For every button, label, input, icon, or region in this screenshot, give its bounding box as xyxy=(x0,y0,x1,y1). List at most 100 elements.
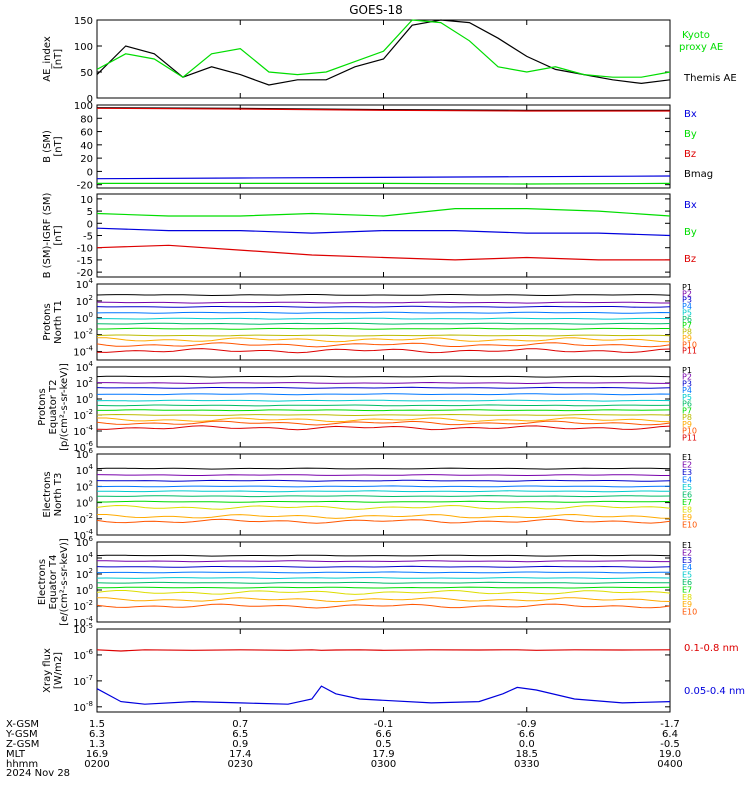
y-tick-label: 102 xyxy=(76,376,93,390)
legend-entry: P11 xyxy=(682,347,697,356)
x-row-value: 0300 xyxy=(371,759,396,770)
channel-line-e7 xyxy=(97,586,671,589)
legend-entry: P9 xyxy=(682,420,692,429)
x-row-label: Y-GSM xyxy=(5,729,38,740)
y-axis-label: B (SM) xyxy=(42,130,53,163)
channel-line-p5 xyxy=(96,399,671,402)
legend-entry: Kyoto xyxy=(682,30,710,41)
legend-entry: E8 xyxy=(682,593,692,602)
y-axis-label: AE_index xyxy=(42,36,53,82)
channel-line-e1 xyxy=(96,554,671,557)
legend-entry: P10 xyxy=(682,340,697,349)
y-axis-label: North T3 xyxy=(53,473,64,517)
legend-entry: P10 xyxy=(682,427,697,436)
legend-entry: E7 xyxy=(682,498,692,507)
y-tick-label: 5 xyxy=(87,207,93,218)
y-axis-label: B (SM)-IGRF (SM) xyxy=(42,193,53,279)
channel-line-p8 xyxy=(96,334,671,337)
channel-line-p10 xyxy=(96,342,671,348)
channel-line-e5 xyxy=(96,490,671,493)
y-tick-label: 10-2 xyxy=(73,328,93,342)
series-line-bz xyxy=(96,244,670,261)
y-tick-label: 102 xyxy=(76,567,93,581)
x-row-value: 18.5 xyxy=(516,749,538,760)
channel-line-e9 xyxy=(97,597,671,603)
y-axis-label: Xray flux xyxy=(42,648,53,693)
channel-line-e6 xyxy=(96,495,671,498)
x-row-value: 17.9 xyxy=(372,749,394,760)
y-tick-label: 102 xyxy=(76,294,93,308)
channel-line-p1 xyxy=(96,293,671,297)
y-tick-label: 100 xyxy=(74,42,93,53)
legend-entry: P11 xyxy=(682,433,697,442)
y-axis-label: North T1 xyxy=(53,300,64,344)
legend-entry: Bx xyxy=(684,200,697,211)
y-tick-label: 40 xyxy=(80,141,93,152)
y-tick-label: -20 xyxy=(77,181,93,192)
channel-line-e3 xyxy=(96,479,671,482)
legend-entry: Bz xyxy=(684,254,696,265)
y-tick-label: 100 xyxy=(74,101,93,112)
legend-entry: P8 xyxy=(682,413,692,422)
series-line-0-05-0-4-nm xyxy=(96,685,671,705)
y-axis-label: [nT] xyxy=(53,49,64,69)
channel-line-p6 xyxy=(96,404,671,407)
legend-entry: E5 xyxy=(682,483,692,492)
channel-line-e2 xyxy=(97,560,670,563)
y-tick-label: 100 xyxy=(76,496,93,510)
y-axis-label: [p/(cm²-s-sr-keV)] xyxy=(59,363,70,451)
y-axis-label: Protons xyxy=(37,388,48,425)
legend-entry: E5 xyxy=(682,571,692,580)
plot-frame xyxy=(96,104,671,189)
legend-entry: E6 xyxy=(682,491,692,500)
x-row-value: 6.5 xyxy=(232,729,248,740)
y-tick-label: 0 xyxy=(87,94,93,105)
x-row-value: 17.4 xyxy=(229,749,251,760)
legend-entry: P6 xyxy=(682,315,692,324)
channel-line-e8 xyxy=(96,589,671,595)
panel-bsm: -20 0 20 40 60 80 100 B (SM) [nT] Bx By Bz Bmag xyxy=(42,101,713,192)
channel-line-p5 xyxy=(96,317,671,320)
series-line-bx xyxy=(96,227,671,237)
legend-entry: P4 xyxy=(682,386,692,395)
y-tick-label: 106 xyxy=(76,535,94,549)
y-tick-label: 10-2 xyxy=(73,599,93,613)
x-row-value: 6.4 xyxy=(662,729,678,740)
channel-line-e8 xyxy=(96,504,671,510)
y-tick-label: 106 xyxy=(76,447,94,461)
plot-frame xyxy=(96,193,671,278)
x-row-value: 19.0 xyxy=(659,749,681,760)
legend-entry: P1 xyxy=(682,283,692,292)
y-tick-label: -15 xyxy=(77,256,93,267)
legend-entry: P4 xyxy=(682,302,692,311)
channel-line-p11 xyxy=(96,425,671,431)
y-tick-label: 100 xyxy=(76,583,93,597)
legend-entry: P8 xyxy=(682,328,692,337)
series-line-by xyxy=(96,208,671,217)
legend-entry: P9 xyxy=(682,334,692,343)
channel-line-p1 xyxy=(96,375,671,378)
channel-line-e2 xyxy=(96,474,670,477)
y-tick-label: -5 xyxy=(83,232,93,243)
series-line-bmag xyxy=(96,107,670,111)
plot-frame xyxy=(96,541,671,623)
channel-line-p3 xyxy=(96,305,671,308)
channel-line-e1 xyxy=(96,467,671,470)
x-row-label: MLT xyxy=(6,749,26,760)
y-tick-label: 10-6 xyxy=(73,648,93,662)
y-tick-label: 0 xyxy=(87,167,93,178)
legend-entry: E8 xyxy=(682,506,692,515)
y-tick-label: 104 xyxy=(76,277,94,291)
panel-p1: 10-4 10-2 100 102 104 Protons North T1 P1P2P3P4… xyxy=(42,277,697,361)
legend-entry: P7 xyxy=(682,406,692,415)
x-row-value: -1.7 xyxy=(660,719,680,730)
plot-frame xyxy=(96,366,671,448)
channel-line-p7 xyxy=(97,409,671,412)
date-label: 2024 Nov 28 xyxy=(6,768,70,779)
legend-entry: E7 xyxy=(682,585,692,594)
